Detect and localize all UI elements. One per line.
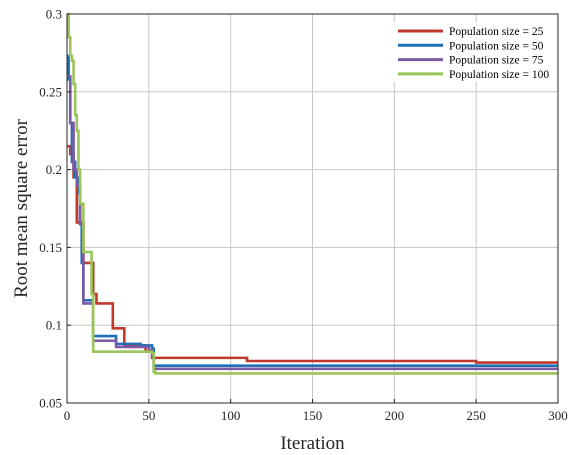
y-tick-label: 0.2 (46, 162, 62, 177)
y-tick-label: 0.25 (39, 84, 62, 99)
series-line-4 (67, 12, 558, 375)
y-axis-label: Root mean square error (11, 118, 32, 298)
legend-label: Population size = 25 (449, 26, 544, 38)
x-tick-label: 0 (64, 408, 71, 423)
plot-series (67, 12, 558, 375)
legend-label: Population size = 100 (449, 69, 549, 81)
x-tick-label: 200 (385, 408, 405, 423)
x-tick-label: 150 (303, 408, 323, 423)
legend-label: Population size = 75 (449, 55, 544, 67)
ticks: 0 50 100 150 200 250 300 0.05 0.1 0.15 0.2 0.25 0.3 (39, 7, 568, 424)
y-tick-label: 0.05 (39, 396, 62, 411)
x-tick-label: 50 (142, 408, 155, 423)
x-tick-label: 250 (466, 408, 486, 423)
x-tick-label: 300 (548, 408, 568, 423)
legend: Population size = 25 Population size = 50… (393, 22, 553, 82)
legend-label: Population size = 50 (449, 40, 544, 52)
y-tick-label: 0.15 (39, 240, 62, 255)
y-tick-label: 0.1 (46, 318, 62, 333)
series-line-1 (67, 144, 558, 364)
x-axis-label: Iteration (280, 433, 345, 454)
x-tick-label: 100 (221, 408, 241, 423)
y-tick-label: 0.3 (46, 7, 62, 22)
